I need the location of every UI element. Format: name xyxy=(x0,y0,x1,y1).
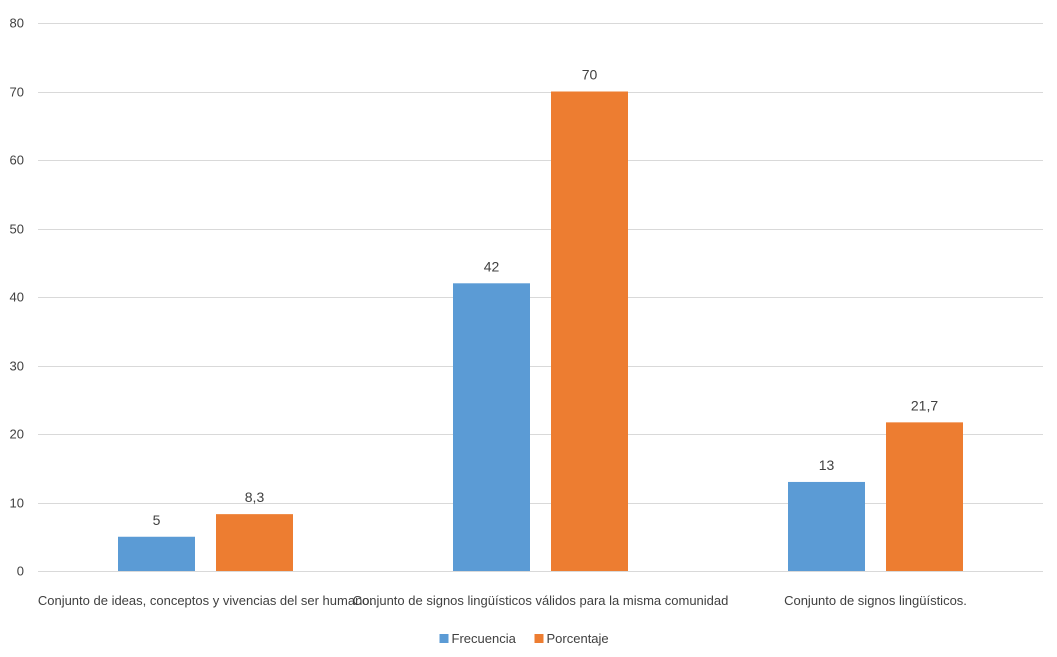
y-tick-label: 40 xyxy=(10,290,24,305)
legend: Frecuencia Porcentaje xyxy=(439,631,609,646)
y-tick-label: 70 xyxy=(10,85,24,100)
data-labels: 5 8,3 42 70 13 21,7 xyxy=(153,67,939,528)
category-labels: Conjunto de ideas, conceptos y vivencias… xyxy=(38,593,967,608)
bar-porcentaje-1 xyxy=(216,514,293,571)
y-tick-label: 50 xyxy=(10,222,24,237)
bars xyxy=(118,91,963,571)
gridlines xyxy=(38,23,1043,572)
category-label-3: Conjunto de signos lingüísticos. xyxy=(784,593,967,608)
data-label-frecuencia-1: 5 xyxy=(153,512,161,528)
legend-swatch-frecuencia xyxy=(439,634,449,643)
bar-porcentaje-3 xyxy=(886,422,963,571)
y-tick-label: 60 xyxy=(10,153,24,168)
category-label-2: Conjunto de signos lingüísticos válidos … xyxy=(353,593,729,608)
bar-frecuencia-3 xyxy=(788,481,865,571)
y-tick-label: 30 xyxy=(10,359,24,374)
data-label-porcentaje-1: 8,3 xyxy=(245,489,265,505)
bar-frecuencia-2 xyxy=(453,283,530,571)
y-axis-tick-labels: 0 10 20 30 40 50 60 70 80 xyxy=(10,16,24,579)
y-tick-label: 0 xyxy=(17,564,24,579)
category-label-1: Conjunto de ideas, conceptos y vivencias… xyxy=(38,593,373,608)
y-tick-label: 80 xyxy=(10,16,24,31)
legend-swatch-porcentaje xyxy=(534,634,544,643)
legend-label-porcentaje: Porcentaje xyxy=(547,631,609,646)
bar-frecuencia-1 xyxy=(118,536,195,571)
legend-label-frecuencia: Frecuencia xyxy=(452,631,517,646)
data-label-frecuencia-2: 42 xyxy=(484,258,500,274)
data-label-porcentaje-2: 70 xyxy=(582,67,598,83)
bar-porcentaje-2 xyxy=(551,91,628,571)
data-label-frecuencia-3: 13 xyxy=(819,457,835,473)
y-tick-label: 10 xyxy=(10,496,24,511)
y-tick-label: 20 xyxy=(10,427,24,442)
data-label-porcentaje-3: 21,7 xyxy=(911,397,938,413)
